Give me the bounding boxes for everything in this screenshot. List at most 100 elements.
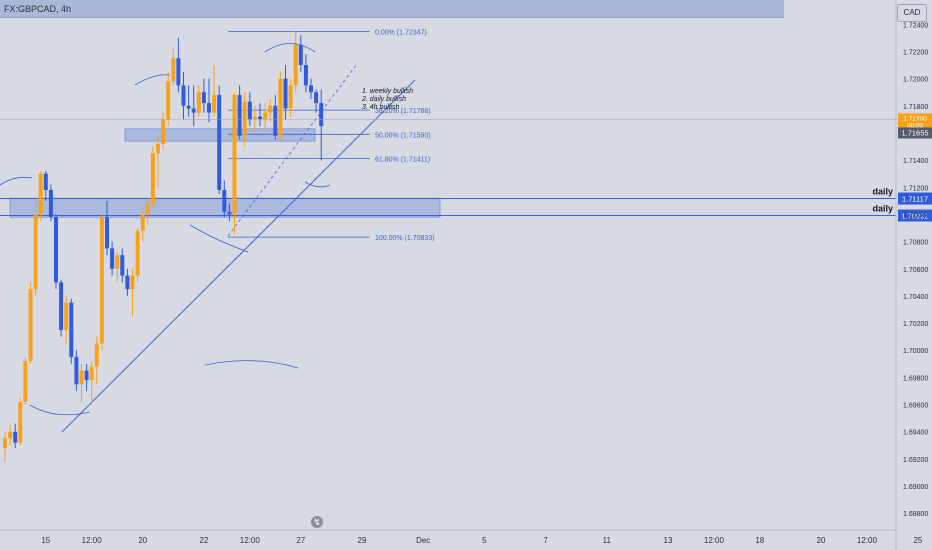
candle-body xyxy=(43,173,48,190)
candle-body xyxy=(212,94,217,113)
candle-body xyxy=(196,92,201,113)
last-price-tag-bg xyxy=(898,127,932,139)
y-tick-label: 1.68800 xyxy=(903,511,928,518)
annotation-arc xyxy=(0,176,33,186)
candle-body xyxy=(23,361,28,402)
fib-level-label: 50.00% (1.71590) xyxy=(375,132,431,139)
chart-header-band xyxy=(0,0,784,18)
x-tick-label: 18 xyxy=(755,536,764,545)
candle-body xyxy=(120,255,125,276)
candle-body xyxy=(54,217,58,283)
candle-body xyxy=(176,58,181,86)
last-price-tag: 1.71655 xyxy=(901,128,928,137)
current-price-tag-bg xyxy=(898,113,932,131)
x-tick-label: 12:00 xyxy=(857,536,878,545)
y-tick-label: 1.71400 xyxy=(903,158,928,165)
candle-body xyxy=(268,105,273,113)
x-tick-label: 20 xyxy=(817,536,826,545)
candle-body xyxy=(314,92,319,104)
candle-body xyxy=(237,94,242,136)
x-tick-label: 22 xyxy=(199,536,208,545)
annotation-arc xyxy=(304,181,331,188)
y-tick-label: 1.70000 xyxy=(903,348,928,355)
candle-body xyxy=(273,105,278,136)
candle-body xyxy=(150,153,155,204)
candle-body xyxy=(135,230,140,276)
candle-body xyxy=(74,357,79,385)
candle-body xyxy=(201,92,206,104)
candle-body xyxy=(166,81,171,120)
y-tick-label: 1.69400 xyxy=(903,430,928,437)
candle-body xyxy=(303,65,308,86)
candle-body xyxy=(288,85,293,109)
x-tick-label: 12:00 xyxy=(704,536,725,545)
x-tick-label: 12:00 xyxy=(82,536,103,545)
candle-body xyxy=(222,189,227,212)
analysis-note: 1. weekly bullish xyxy=(362,88,413,95)
y-tick-label: 1.70200 xyxy=(903,321,928,328)
candle-body xyxy=(110,248,115,269)
daily-level-tag-bg xyxy=(898,192,932,205)
candle-body xyxy=(105,217,109,249)
candle-body xyxy=(28,289,33,362)
annotation-arc xyxy=(264,43,316,53)
candle-body xyxy=(3,438,7,449)
candle-body xyxy=(207,103,211,113)
fib-level-label: 61.80% (1.71411) xyxy=(375,157,430,164)
symbol-label[interactable]: FX:GBPCAD, 4h xyxy=(4,4,72,14)
candle-body xyxy=(217,94,222,190)
candle-body xyxy=(186,105,191,109)
candle-body xyxy=(309,85,313,93)
candle-body xyxy=(227,211,232,215)
x-tick-label: 11 xyxy=(603,536,612,545)
candle-body xyxy=(59,282,64,330)
candle-body xyxy=(115,255,120,269)
fib-level-label: 38.20% (1.71768) xyxy=(375,108,431,115)
x-tick-label: 20 xyxy=(138,536,147,545)
daily-level-tag: 1.71117 xyxy=(902,195,928,204)
y-tick-label: 1.69800 xyxy=(903,375,928,382)
x-tick-label: 27 xyxy=(296,536,305,545)
analysis-note: 2. daily bullish xyxy=(361,96,406,103)
y-tick-label: 1.70400 xyxy=(903,294,928,301)
y-tick-label: 1.72200 xyxy=(903,49,928,56)
candle-body xyxy=(232,94,237,215)
y-tick-label: 1.71800 xyxy=(903,104,928,111)
y-tick-label: 1.69200 xyxy=(903,457,928,464)
replay-icon[interactable]: ↯ xyxy=(311,516,323,528)
annotation-arc xyxy=(134,74,171,86)
candle-body xyxy=(130,275,135,290)
candle-body xyxy=(94,343,99,367)
candle-body xyxy=(181,85,186,106)
annotation-arc xyxy=(29,404,91,416)
candle-body xyxy=(156,143,160,154)
countdown-tag: 00:00 xyxy=(907,122,924,129)
x-tick-label: 5 xyxy=(482,536,487,545)
candle-body xyxy=(252,116,257,120)
candle-body xyxy=(298,44,303,66)
fib-level-label: 100.00% (1.70833) xyxy=(375,235,435,242)
candle-body xyxy=(263,112,268,120)
currency-badge[interactable]: CAD xyxy=(897,4,927,22)
candle-body xyxy=(242,101,247,136)
annotation-arc xyxy=(204,360,299,369)
y-tick-label: 1.72000 xyxy=(903,77,928,84)
candle-body xyxy=(48,189,53,218)
y-tick-label: 1.71000 xyxy=(903,212,928,219)
x-tick-label: 7 xyxy=(543,536,548,545)
candle-body xyxy=(161,119,166,144)
y-tick-label: 1.70800 xyxy=(903,240,928,247)
y-tick-label: 1.69000 xyxy=(903,484,928,491)
candle-body xyxy=(140,214,145,231)
candle-body xyxy=(38,173,43,215)
annotation-arc xyxy=(189,224,249,253)
current-price-tag: 1.71700 xyxy=(903,115,927,122)
candle-body xyxy=(171,58,176,82)
candle-body xyxy=(283,78,288,109)
candle-body xyxy=(64,302,69,330)
candle-body xyxy=(13,431,18,443)
candle-body xyxy=(319,103,324,127)
daily-level-tag: 1.70992 xyxy=(901,212,928,221)
